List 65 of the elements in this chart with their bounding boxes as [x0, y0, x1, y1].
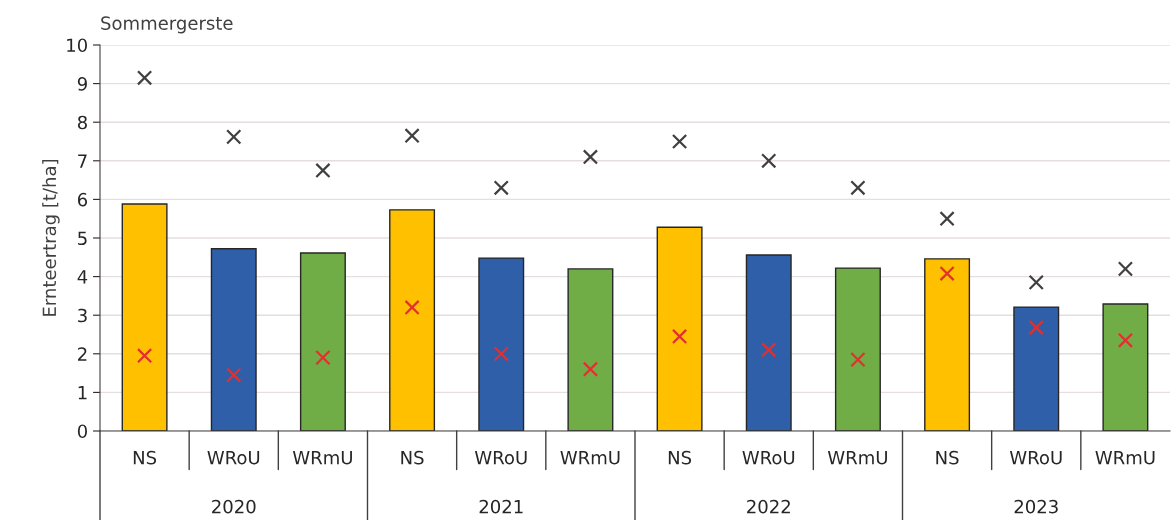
point: [850, 351, 866, 368]
point: [1117, 261, 1134, 277]
bar: [834, 267, 881, 431]
x-tick-label: WRoU: [207, 451, 260, 465]
bar: [567, 268, 614, 431]
point: [226, 367, 242, 383]
y-tick-label: 6: [77, 192, 88, 207]
point: [939, 211, 955, 227]
x-tick-label: WRoU: [742, 451, 795, 465]
x-tick-label: WRmU: [560, 451, 620, 465]
y-tick-label: 4: [77, 270, 88, 284]
text: 2020: [212, 499, 256, 514]
x-tick-label: WRmU: [292, 451, 352, 465]
bar: [299, 252, 346, 431]
bar: [1102, 303, 1149, 431]
bar: [210, 248, 257, 431]
y-tick-label: 10: [67, 38, 87, 53]
point: [315, 349, 331, 366]
y-tick-label: 9: [77, 77, 87, 91]
point: [761, 342, 777, 358]
x-tick-label: NS: [401, 450, 424, 465]
x-tick-label: NS: [668, 450, 692, 465]
point: [493, 180, 509, 196]
point: [582, 361, 599, 377]
x-tick-label: WRoU: [1009, 451, 1062, 465]
text: 2022: [747, 499, 790, 514]
point: [1117, 332, 1134, 348]
point: [850, 180, 866, 196]
y-tick-label: 8: [77, 115, 87, 130]
x-tick-label: WRmU: [1095, 451, 1155, 465]
point: [582, 149, 599, 165]
point: [1028, 274, 1044, 291]
chart-title: Sommergerste: [101, 16, 233, 34]
y-tick-label: 7: [78, 154, 87, 168]
point: [404, 299, 420, 316]
bar: [745, 254, 792, 431]
point: [671, 328, 688, 345]
point: [315, 162, 331, 179]
y-tick-label: 2: [78, 347, 87, 361]
bar: [1013, 306, 1060, 431]
point: [671, 133, 688, 150]
y-tick-label: 3: [78, 308, 87, 323]
y-tick-label: 1: [78, 386, 87, 400]
bar: [121, 203, 168, 431]
point: [226, 129, 242, 145]
y-tick-label: 5: [78, 231, 87, 246]
x-tick-label: WRoU: [474, 451, 527, 465]
text: 2023: [1014, 499, 1058, 514]
point: [136, 348, 153, 364]
text: 2021: [479, 499, 523, 514]
bar: [656, 226, 703, 431]
point: [761, 153, 777, 169]
point: [493, 346, 509, 362]
point: [939, 265, 955, 282]
x-tick-label: WRmU: [827, 451, 887, 465]
x-tick-label: NS: [936, 450, 959, 465]
y-axis-title: Ernteertrag [t/ha]: [42, 159, 60, 316]
x-tick-label: NS: [133, 450, 157, 465]
point: [1028, 319, 1044, 336]
point: [136, 70, 153, 86]
y-tick-label: 0: [77, 424, 87, 439]
bar: [478, 257, 525, 431]
bar: [924, 258, 971, 431]
point: [404, 128, 420, 144]
bar: [389, 209, 436, 431]
